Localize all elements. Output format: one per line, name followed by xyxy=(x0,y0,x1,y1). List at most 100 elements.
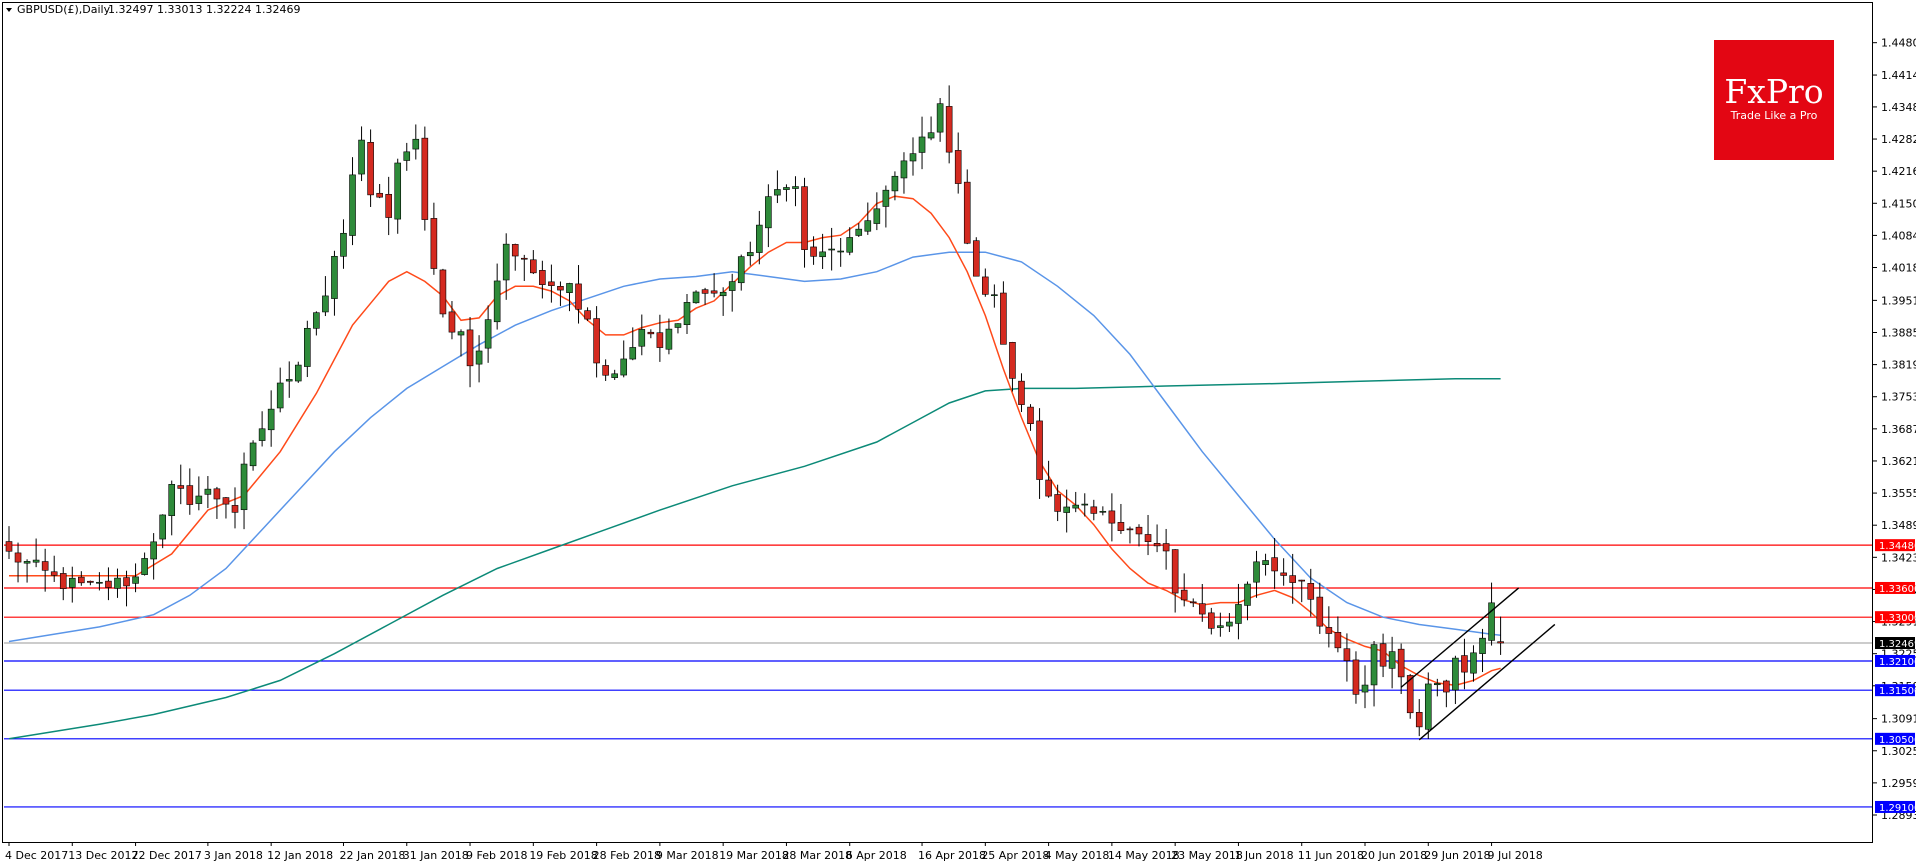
header-symbol: GBPUSD(£),Daily xyxy=(17,3,111,16)
x-tick-label: 16 Apr 2018 xyxy=(918,849,986,862)
candle-body xyxy=(954,150,962,184)
x-tick-label: 31 Jan 2018 xyxy=(403,849,469,862)
x-tick-label: 11 Jun 2018 xyxy=(1298,849,1364,862)
candle-body xyxy=(1217,625,1224,628)
candle-body xyxy=(611,373,618,378)
candle-body xyxy=(1081,503,1089,506)
x-tick-label: 12 Jan 2018 xyxy=(267,849,333,862)
candle-body xyxy=(710,290,718,294)
y-tick-label: 1.43485 xyxy=(1881,101,1916,114)
candle-body xyxy=(909,153,917,162)
candle-body xyxy=(1180,589,1188,601)
candle-body xyxy=(322,295,329,313)
candle-body xyxy=(1479,637,1486,654)
channel-lower-line xyxy=(1418,623,1556,741)
header-dropdown-icon[interactable] xyxy=(6,8,12,12)
x-tick-label: 14 May 2018 xyxy=(1108,849,1180,862)
x-tick-label: 6 Apr 2018 xyxy=(846,849,907,862)
level-price-tag xyxy=(1875,732,1915,745)
candle-body xyxy=(511,244,519,257)
candle-body xyxy=(23,561,31,564)
y-tick-label: 1.30255 xyxy=(1881,745,1916,758)
candle-body xyxy=(945,106,953,153)
candle-body xyxy=(123,577,130,587)
candle-body xyxy=(385,193,392,218)
candle-body xyxy=(936,103,944,133)
y-tick-label: 1.40185 xyxy=(1881,262,1916,275)
x-tick-label: 9 Jul 2018 xyxy=(1488,849,1543,862)
candle-body xyxy=(204,488,212,495)
candle-body xyxy=(168,484,176,516)
x-tick-label: 20 Jun 2018 xyxy=(1361,849,1427,862)
candle-body xyxy=(493,280,501,323)
candle-body xyxy=(267,408,275,431)
candle-body xyxy=(737,256,745,284)
candle-body xyxy=(1054,494,1061,512)
y-tick-label: 1.40845 xyxy=(1881,229,1916,242)
candle-body xyxy=(367,142,374,196)
y-tick-label: 1.42165 xyxy=(1881,165,1916,178)
x-tick-label: 22 Jan 2018 xyxy=(339,849,405,862)
ma-slow-line xyxy=(8,377,1501,740)
level-price-text: 1.33600 xyxy=(1879,584,1916,595)
header-ohlc: 1.32497 1.33013 1.32224 1.32469 xyxy=(108,3,300,16)
trend-channel[interactable] xyxy=(1400,587,1556,741)
candle-body xyxy=(882,189,890,207)
candle-body xyxy=(177,485,185,489)
candle-body xyxy=(150,541,157,560)
candle-body xyxy=(222,497,230,505)
y-tick-label: 1.34890 xyxy=(1881,519,1916,532)
x-tick-label: 19 Feb 2018 xyxy=(529,849,597,862)
candle-body xyxy=(1497,641,1504,644)
x-tick-label: 19 Mar 2018 xyxy=(719,849,789,862)
y-tick-label: 1.35550 xyxy=(1881,487,1916,500)
candle-body xyxy=(32,559,40,563)
candle-body xyxy=(466,329,474,367)
candle-body xyxy=(1461,655,1468,673)
y-tick-label: 1.37530 xyxy=(1881,391,1916,404)
x-tick-label: 9 Mar 2018 xyxy=(656,849,719,862)
level-price-tag xyxy=(1875,800,1915,813)
candle-body xyxy=(665,328,673,350)
level-price-text: 1.33000 xyxy=(1879,613,1916,624)
candle-body xyxy=(1208,612,1215,629)
candle-body xyxy=(294,364,302,382)
candle-body xyxy=(376,192,383,198)
y-tick-label: 1.36210 xyxy=(1881,455,1916,468)
y-tick-label: 1.29595 xyxy=(1881,777,1916,790)
candle-body xyxy=(864,220,872,232)
level-price-text: 1.30500 xyxy=(1879,735,1916,746)
x-tick-label: 22 Dec 2017 xyxy=(132,849,202,862)
candle-body xyxy=(412,138,420,150)
candle-body xyxy=(783,187,790,190)
candle-body xyxy=(502,243,510,281)
candle-body xyxy=(439,269,447,315)
candle-body xyxy=(810,246,817,257)
logo-brand: FxPro xyxy=(1724,72,1823,111)
candle-body xyxy=(801,186,808,250)
y-tick-label: 1.34230 xyxy=(1881,551,1916,564)
candle-body xyxy=(475,350,483,365)
candle-body xyxy=(728,281,736,291)
candle-body xyxy=(891,175,899,192)
plot-frame xyxy=(2,2,1873,843)
level-price-tag xyxy=(1875,611,1915,624)
x-tick-label: 23 May 2018 xyxy=(1171,849,1243,862)
candle-body xyxy=(982,276,989,295)
candle-body xyxy=(1488,602,1495,641)
candle-body xyxy=(647,331,655,335)
candle-body xyxy=(96,581,103,584)
candle-body xyxy=(304,327,311,367)
candle-body xyxy=(1406,675,1414,714)
y-tick-label: 1.39510 xyxy=(1881,294,1916,307)
candle-body xyxy=(1162,543,1170,552)
candle-body xyxy=(276,382,284,409)
candle-body xyxy=(105,580,112,588)
candle-body xyxy=(1470,652,1477,674)
level-price-labels: 1.34480 1.33600 1.33000 1.32100 1.31500 1.305… xyxy=(1875,539,1916,814)
candle-body xyxy=(927,132,935,139)
candle-body xyxy=(1117,522,1125,531)
candle-body xyxy=(548,281,555,286)
